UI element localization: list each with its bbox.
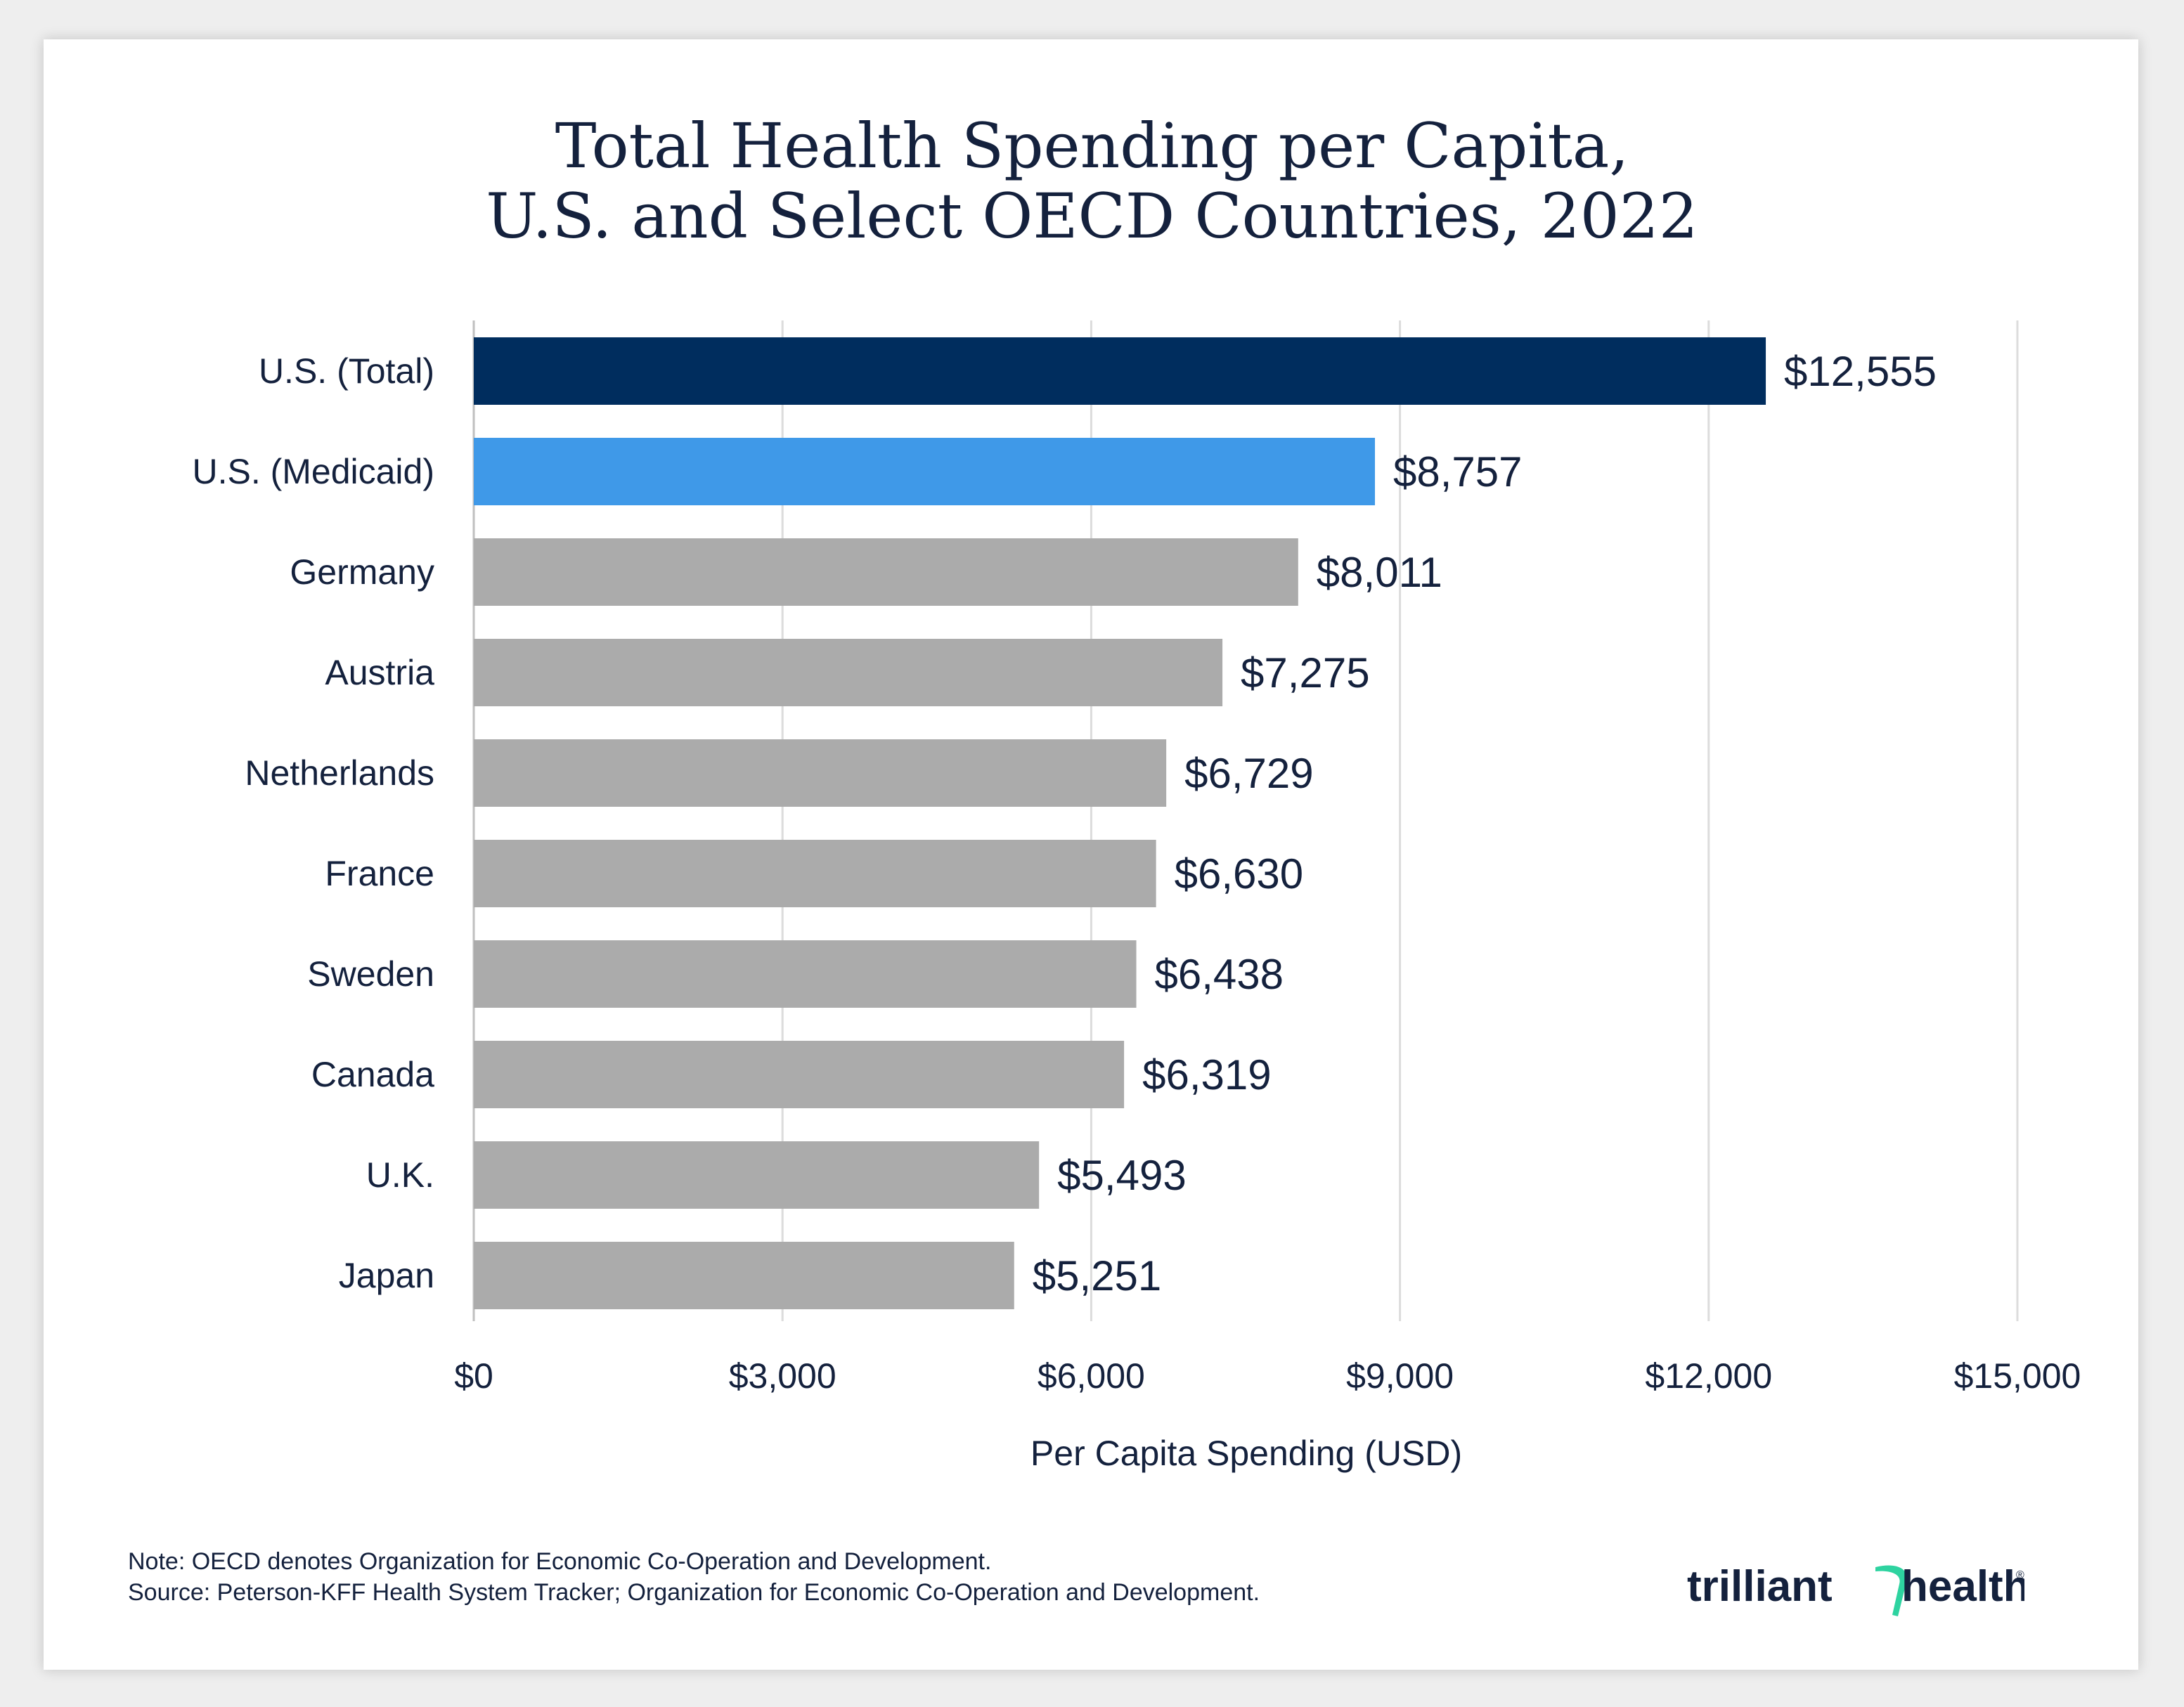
bar-value-label: $6,438 [1155,951,1284,998]
bar [474,639,1223,706]
source-text: Source: Peterson-KFF Health System Track… [128,1579,1260,1606]
y-category-label: Netherlands [245,753,434,793]
x-axis-title: Per Capita Spending (USD) [1030,1434,1462,1473]
logo-text-left: trilliant [1687,1562,1833,1611]
bar-value-label: $6,729 [1184,750,1314,797]
y-category-label: U.S. (Total) [259,351,434,391]
bar-value-label: $6,319 [1142,1051,1272,1098]
footnotes: Note: OECD denotes Organization for Econ… [128,1546,1260,1608]
x-tick-label: $15,000 [1954,1356,2081,1396]
bar [474,940,1137,1008]
x-tick-label: $3,000 [729,1356,836,1396]
bars [474,337,1766,1309]
bar [474,1041,1125,1108]
bar [474,1141,1040,1209]
bar [474,1242,1014,1309]
labels: $0 $3,000 $6,000 $9,000 $12,000 $15,000 U.S. (… [192,348,2081,1396]
y-category-label: Germany [290,552,434,592]
x-tick-label: $0 [454,1356,493,1396]
logo-swoosh-icon [1875,1565,1908,1616]
y-category-label: Canada [311,1055,434,1094]
y-category-label: U.S. (Medicaid) [192,452,434,491]
bar [474,438,1376,505]
y-category-label: France [325,854,434,893]
y-category-label: Japan [339,1256,434,1295]
bar-value-label: $12,555 [1784,348,1937,395]
x-tick-label: $9,000 [1346,1356,1454,1396]
logo-registered-mark: ® [2016,1569,2024,1581]
bar-value-label: $6,630 [1175,850,1304,897]
bar [474,739,1167,807]
note-text: Note: OECD denotes Organization for Econ… [128,1548,992,1575]
x-tick-label: $6,000 [1038,1356,1145,1396]
y-category-label: Austria [325,653,434,692]
bar-value-label: $8,011 [1317,549,1442,596]
bar-value-label: $5,251 [1033,1252,1162,1299]
chart-title-line-2: U.S. and Select OECD Countries, 2022 [486,180,1698,252]
y-category-label: U.K. [366,1155,434,1195]
logo-text-right: health [1901,1562,2024,1611]
y-category-label: Sweden [307,954,434,994]
bar-value-label: $8,757 [1393,448,1523,495]
bar [474,840,1156,907]
chart-title-line-1: Total Health Spending per Capita, [555,110,1629,182]
bar-value-label: $7,275 [1241,649,1370,696]
bar [474,337,1766,405]
x-tick-label: $12,000 [1645,1356,1772,1396]
bar [474,538,1298,606]
trilliant-health-logo: trilliant health ® [1687,1562,2024,1616]
bar-value-label: $5,493 [1057,1152,1187,1199]
